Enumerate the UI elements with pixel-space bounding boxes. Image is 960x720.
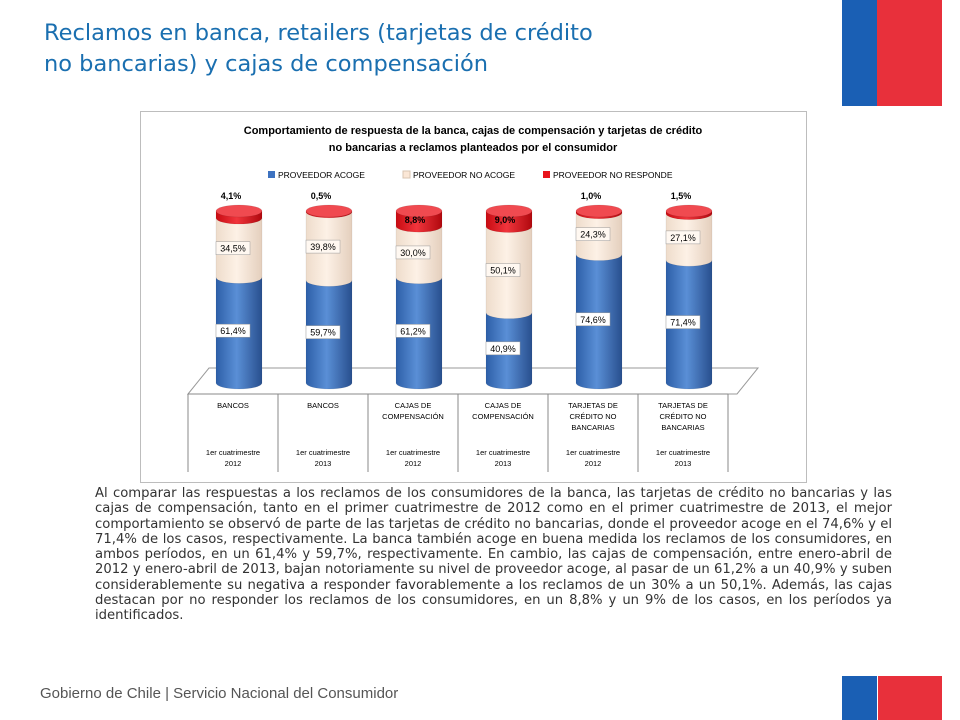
bar-segment	[395, 210, 443, 233]
data-label: 74,6%	[580, 315, 606, 325]
data-label-box	[215, 323, 251, 338]
category-label: CAJAS DE	[485, 401, 522, 410]
data-label: 27,1%	[670, 233, 696, 243]
chart-title-line-1: Comportamiento de respuesta de la banca,…	[244, 125, 703, 137]
category-period: 2012	[585, 459, 602, 468]
legend-swatch	[543, 171, 550, 178]
data-label: 30,0%	[400, 248, 426, 258]
data-label: 1,5%	[671, 191, 692, 201]
data-label: 71,4%	[670, 318, 696, 328]
data-label: 39,8%	[310, 242, 336, 252]
legend-swatch	[402, 170, 411, 179]
data-label-box	[665, 315, 701, 329]
category-period: 1er cuatrimestre	[566, 448, 620, 457]
bar-top-cap	[305, 204, 353, 218]
category-label: COMPENSACIÓN	[472, 412, 534, 421]
data-label-box	[305, 325, 341, 339]
page-title-line-2: no bancarias) y cajas de compensación	[44, 51, 489, 77]
legend-label: PROVEEDOR NO ACOGE	[413, 170, 515, 180]
category-label: TARJETAS DE	[568, 401, 618, 410]
page-title: Reclamos en banca, retailers (tarjetas d…	[44, 18, 804, 80]
category-table	[187, 393, 729, 472]
category-period: 1er cuatrimestre	[386, 448, 440, 457]
legend-label: PROVEEDOR NO RESPONDE	[553, 170, 673, 180]
category-label: BANCARIAS	[571, 423, 614, 432]
category-period: 2012	[225, 459, 242, 468]
category-period: 2013	[675, 459, 692, 468]
category-period: 1er cuatrimestre	[476, 448, 530, 457]
bar-top-cap	[575, 204, 623, 218]
legend-swatch	[268, 171, 275, 178]
flag-decoration-top	[842, 0, 942, 106]
chart-title-line-2: no bancarias a reclamos planteados por e…	[329, 142, 618, 154]
legend-label: PROVEEDOR ACOGE	[278, 170, 365, 180]
category-period: 2013	[495, 459, 512, 468]
data-label: 4,1%	[221, 191, 242, 201]
data-label-box	[395, 324, 431, 338]
data-label-box	[575, 312, 611, 327]
category-period: 2013	[315, 459, 332, 468]
category-period: 2012	[405, 459, 422, 468]
data-label: 24,3%	[580, 230, 606, 240]
data-label: 8,8%	[405, 215, 426, 225]
data-label-box	[395, 245, 431, 260]
body-paragraph: Al comparar las respuestas a los reclamo…	[95, 486, 892, 624]
data-label: 61,2%	[400, 326, 426, 336]
page-title-line-1: Reclamos en banca, retailers (tarjetas d…	[44, 20, 593, 46]
data-label: 9,0%	[495, 215, 516, 225]
data-label: 59,7%	[310, 328, 336, 338]
category-label: COMPENSACIÓN	[382, 412, 444, 421]
bar-top-cap	[665, 204, 713, 218]
data-label: 50,1%	[490, 266, 516, 276]
data-label: 40,9%	[490, 344, 516, 354]
category-label: CAJAS DE	[395, 401, 432, 410]
footer-brand: Gobierno de Chile | Servicio Nacional de…	[40, 685, 399, 702]
data-label: 34,5%	[220, 244, 246, 254]
category-period: 1er cuatrimestre	[656, 448, 710, 457]
category-label: BANCARIAS	[661, 423, 704, 432]
category-label: BANCOS	[217, 401, 249, 410]
bar-top-cap	[485, 204, 533, 218]
bar-top-cap	[215, 204, 263, 218]
flag-decoration-bottom	[842, 676, 942, 720]
category-label: CRÉDITO NO	[570, 412, 617, 421]
data-label-box	[215, 241, 251, 255]
category-period: 1er cuatrimestre	[296, 448, 350, 457]
bar-top-cap	[395, 204, 443, 218]
data-label: 0,5%	[311, 191, 332, 201]
data-label-box	[305, 239, 341, 254]
data-label-box	[485, 263, 521, 277]
bar-segment	[485, 210, 533, 233]
data-label: 1,0%	[581, 191, 602, 201]
data-label: 61,4%	[220, 326, 246, 336]
data-label-box	[665, 230, 701, 245]
data-label-box	[575, 227, 611, 241]
stacked-cylinder-chart: Comportamiento de respuesta de la banca,…	[186, 125, 760, 472]
category-label: CRÉDITO NO	[660, 412, 707, 421]
category-period: 1er cuatrimestre	[206, 448, 260, 457]
category-label: BANCOS	[307, 401, 339, 410]
data-label-box	[485, 341, 521, 356]
category-label: TARJETAS DE	[658, 401, 708, 410]
chart-container: Comportamiento de respuesta de la banca,…	[140, 111, 807, 483]
